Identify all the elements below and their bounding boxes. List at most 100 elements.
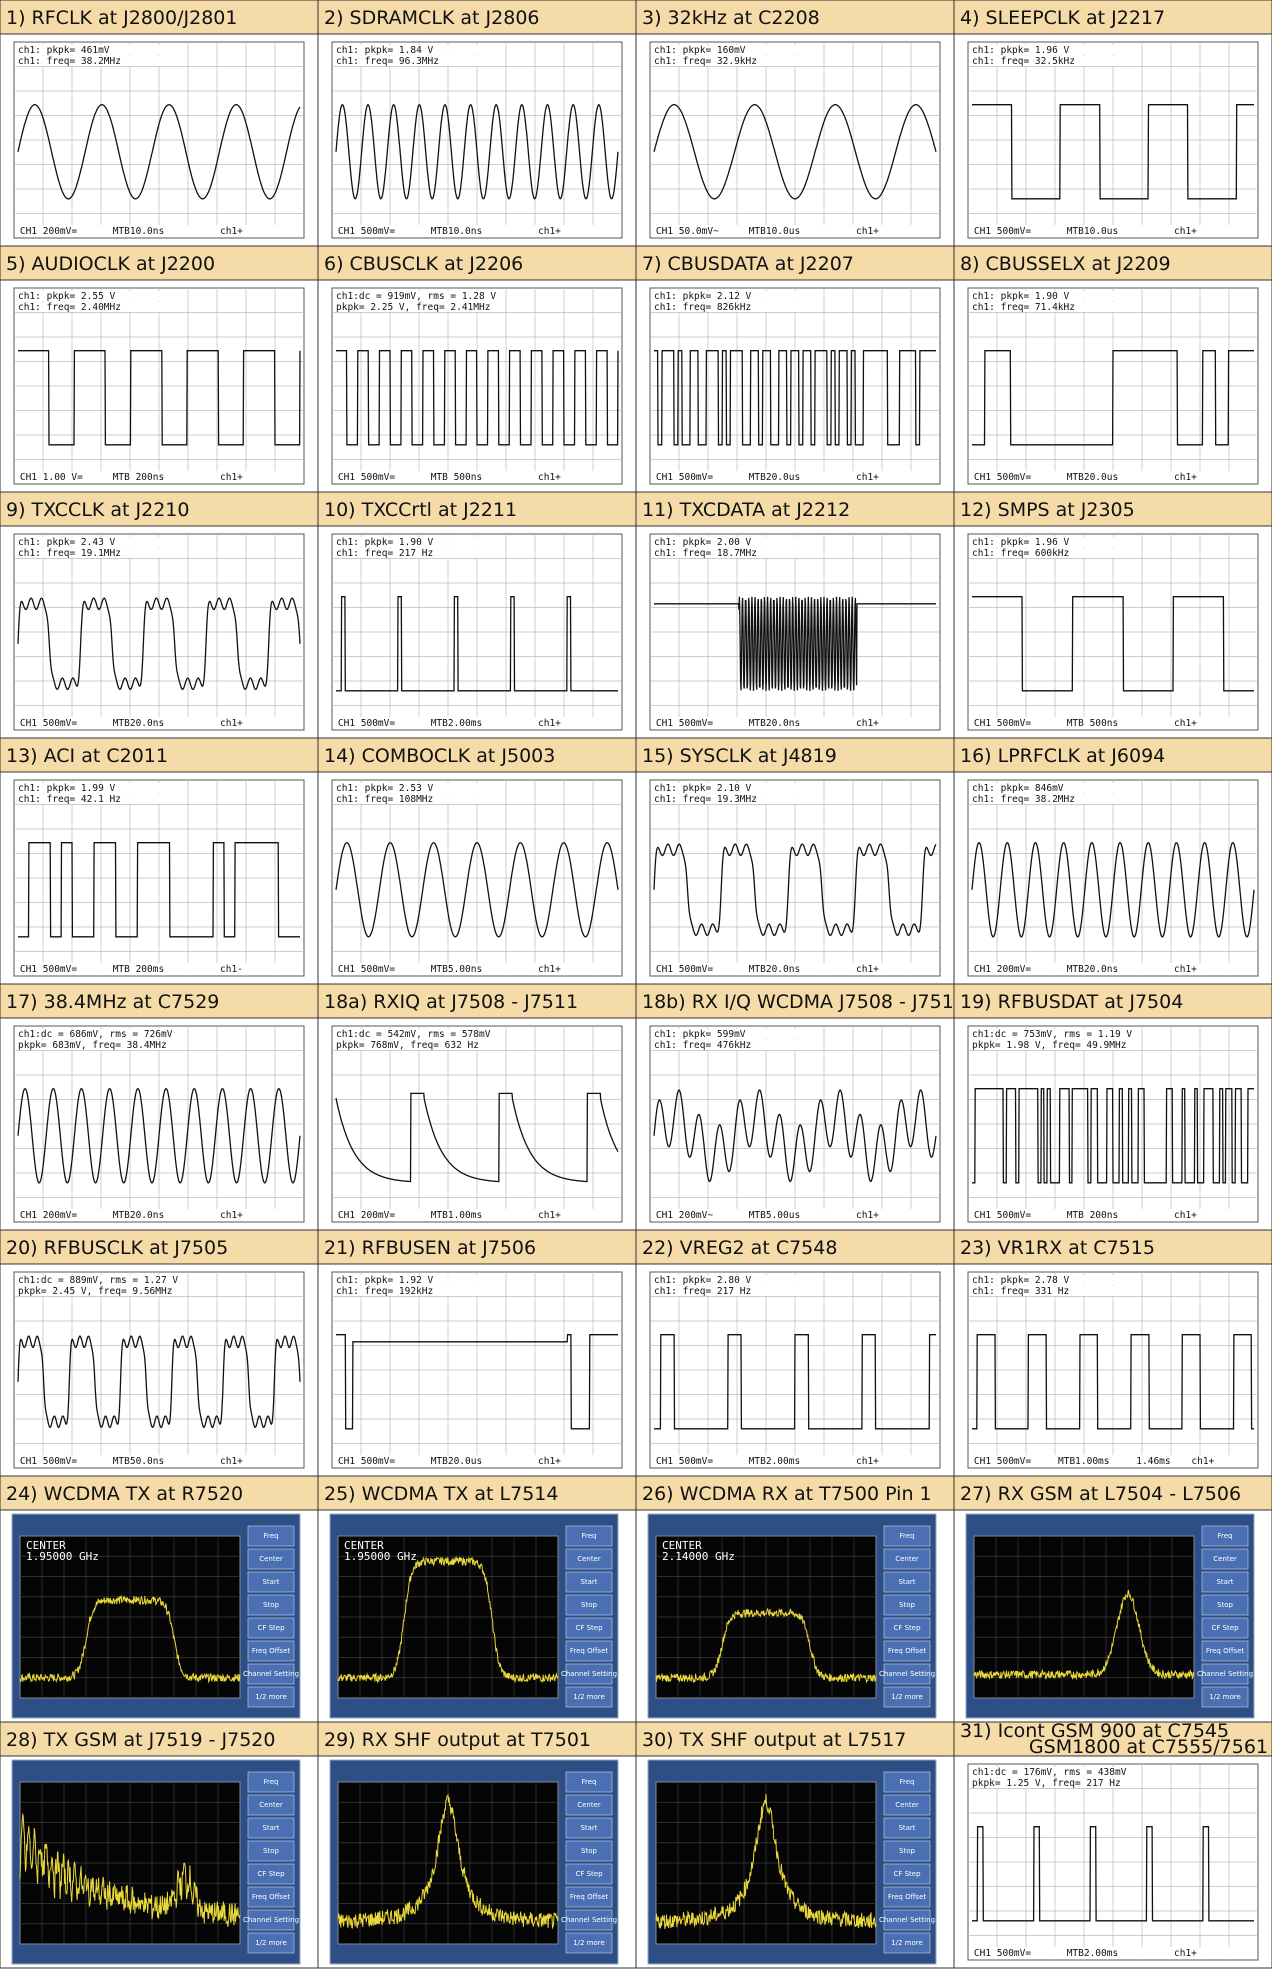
scope-readout: ch1: pkpk= 2.12 V bbox=[654, 291, 752, 302]
footer-bg bbox=[651, 1455, 939, 1467]
title-bar bbox=[953, 983, 1272, 1019]
menu-label: Stop bbox=[581, 1847, 597, 1855]
menu-button bbox=[565, 1840, 613, 1862]
menu-button bbox=[1201, 1548, 1249, 1570]
menu-button bbox=[883, 1909, 931, 1931]
scope-footer: MTB 200ns bbox=[113, 472, 164, 483]
readout-bg bbox=[334, 783, 504, 793]
menu-label: Start bbox=[898, 1578, 915, 1586]
readout-bg bbox=[652, 56, 822, 66]
scope-readout: ch1: freq= 2.40MHz bbox=[18, 302, 121, 313]
scope-readout: ch1:dc = 542mV, rms = 578mV bbox=[336, 1029, 491, 1040]
menu-label: Stop bbox=[263, 1601, 279, 1609]
scope-footer: MTB10.0ns bbox=[113, 226, 164, 237]
menu-button bbox=[247, 1840, 295, 1862]
cell-title: 19) RFBUSDAT at J7504 bbox=[960, 991, 1183, 1013]
readout-bg bbox=[970, 45, 1140, 55]
readout-bg bbox=[334, 1286, 504, 1296]
waveform bbox=[653, 843, 937, 937]
title-bar bbox=[635, 1721, 955, 1757]
cell-title: 15) SYSCLK at J4819 bbox=[642, 745, 837, 767]
scope-footer: CH1 200mV= bbox=[20, 1210, 77, 1221]
waveform bbox=[17, 597, 301, 691]
scope-readout: ch1:dc = 176mV, rms = 438mV bbox=[972, 1767, 1127, 1778]
menu-button bbox=[883, 1640, 931, 1662]
scope-readout: ch1: freq= 217 Hz bbox=[654, 1286, 751, 1297]
cell-title: 13) ACI at C2011 bbox=[6, 745, 168, 767]
readout-bg bbox=[970, 302, 1140, 312]
cell-title: 2) SDRAMCLK at J2806 bbox=[324, 7, 540, 29]
scope-footer: MTB10.0us bbox=[1067, 226, 1118, 237]
scope-footer: MTB 500ns bbox=[431, 472, 482, 483]
scope-footer: ch1+ bbox=[220, 1210, 243, 1221]
readout-bg bbox=[652, 537, 822, 547]
cell-title: 20) RFBUSCLK at J7505 bbox=[6, 1237, 228, 1259]
menu-button bbox=[247, 1617, 295, 1639]
scope-footer: MTB2.00ms bbox=[431, 718, 482, 729]
scope-footer: CH1 500mV= bbox=[656, 964, 713, 975]
cell-title: 4) SLEEPCLK at J2217 bbox=[960, 7, 1165, 29]
menu-label: Stop bbox=[581, 1601, 597, 1609]
scope-footer: ch1+ bbox=[1174, 472, 1197, 483]
footer-bg bbox=[15, 717, 303, 729]
scope-footer: CH1 500mV= bbox=[338, 472, 395, 483]
cell-title: 24) WCDMA TX at R7520 bbox=[6, 1483, 243, 1505]
waveform bbox=[17, 1335, 301, 1429]
scope-footer: CH1 500mV= bbox=[974, 226, 1031, 237]
scope-footer: CH1 500mV= bbox=[338, 964, 395, 975]
scope-footer: ch1+ bbox=[856, 1210, 879, 1221]
scope-readout: ch1: pkpk= 1.99 V bbox=[18, 783, 116, 794]
scope-footer: CH1 500mV= bbox=[974, 1210, 1031, 1221]
readout-bg bbox=[652, 302, 822, 312]
menu-button bbox=[247, 1525, 295, 1547]
title-bar bbox=[317, 983, 637, 1019]
readout-bg bbox=[334, 537, 504, 547]
menu-button bbox=[883, 1886, 931, 1908]
readout-bg bbox=[16, 1275, 186, 1285]
scope-footer: ch1+ bbox=[1174, 964, 1197, 975]
menu-label: Center bbox=[1213, 1555, 1237, 1563]
scope-footer: ch1+ bbox=[856, 472, 879, 483]
menu-button bbox=[247, 1794, 295, 1816]
scope-footer: CH1 200mV= bbox=[20, 226, 77, 237]
scope-readout: ch1:dc = 753mV, rms = 1.19 V bbox=[972, 1029, 1132, 1040]
cell-title: 16) LPRFCLK at J6094 bbox=[960, 745, 1165, 767]
menu-label: Freq Offset bbox=[570, 1647, 609, 1655]
footer-bg bbox=[969, 717, 1257, 729]
menu-label: Channel Setting bbox=[561, 1670, 617, 1678]
menu-button bbox=[1201, 1525, 1249, 1547]
cell-title: 11) TXCDATA at J2212 bbox=[642, 499, 850, 521]
scope-readout: ch1: freq= 38.2MHz bbox=[972, 794, 1075, 805]
menu-button bbox=[1201, 1617, 1249, 1639]
scope-readout: ch1: pkpk= 160mV bbox=[654, 45, 746, 56]
title-bar bbox=[635, 983, 955, 1019]
menu-button bbox=[883, 1840, 931, 1862]
scope-footer: CH1 500mV= bbox=[656, 718, 713, 729]
scope-readout: ch1:dc = 686mV, rms = 726mV bbox=[18, 1029, 173, 1040]
scope-footer: MTB20.0ns bbox=[113, 1210, 164, 1221]
menu-button bbox=[565, 1886, 613, 1908]
menu-label: Start bbox=[580, 1578, 597, 1586]
scope-footer: CH1 500mV= bbox=[656, 472, 713, 483]
scope-readout: ch1: pkpk= 2.43 V bbox=[18, 537, 116, 548]
cell-title: 28) TX GSM at J7519 - J7520 bbox=[6, 1729, 276, 1751]
spectrum-trace bbox=[19, 1813, 241, 1927]
waveform bbox=[17, 1088, 301, 1184]
scope-readout: ch1: freq= 42.1 Hz bbox=[18, 794, 121, 805]
scope-readout: ch1: pkpk= 1.92 V bbox=[336, 1275, 434, 1286]
scope-readout: ch1: pkpk= 2.10 V bbox=[654, 783, 752, 794]
menu-label: Start bbox=[1216, 1578, 1233, 1586]
scope-readout: ch1:dc = 919mV, rms = 1.28 V bbox=[336, 291, 496, 302]
menu-button bbox=[565, 1794, 613, 1816]
menu-label: CF Step bbox=[257, 1624, 285, 1632]
menu-label: 1/2 more bbox=[891, 1693, 923, 1701]
title-bar bbox=[953, 1475, 1272, 1511]
waveform bbox=[972, 104, 1254, 200]
menu-button bbox=[883, 1571, 931, 1593]
center-label: 1.95000 GHz bbox=[344, 1550, 417, 1563]
scope-footer: ch1+ bbox=[538, 226, 561, 237]
scope-footer: MTB50.0ns bbox=[113, 1456, 164, 1467]
spectrum-trace bbox=[337, 1555, 559, 1684]
menu-button bbox=[247, 1886, 295, 1908]
title-bar bbox=[635, 245, 955, 281]
